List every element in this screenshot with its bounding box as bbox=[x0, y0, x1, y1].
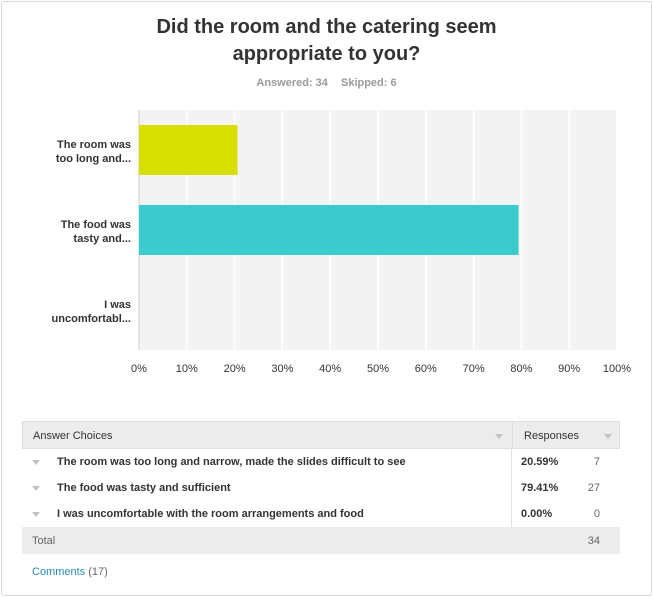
row-percent: 20.59% bbox=[521, 456, 559, 468]
total-label: Total bbox=[32, 535, 56, 547]
x-tick-label: 10% bbox=[176, 363, 198, 375]
x-tick-label: 50% bbox=[367, 363, 389, 375]
y-category-label-line: uncomfortabl... bbox=[52, 313, 131, 325]
table-row: The room was too long and narrow, made t… bbox=[22, 449, 620, 476]
x-tick-label: 40% bbox=[319, 363, 341, 375]
row-divider bbox=[511, 475, 512, 501]
x-tick-label: 60% bbox=[415, 363, 437, 375]
bar-chart: 0% 10% 20% 30% 40% 50% 60% 70% 80% 90% 100% The roo… bbox=[52, 110, 631, 375]
y-category-label-line: The room was bbox=[57, 139, 131, 151]
x-tick-label: 100% bbox=[603, 363, 631, 375]
answered-count: Answered: 34 bbox=[256, 77, 328, 89]
row-count: 7 bbox=[593, 456, 600, 468]
table-total-row: Total 34 bbox=[22, 527, 620, 554]
question-title-line1: Did the room and the catering seem bbox=[156, 16, 497, 38]
y-category-label-line: too long and... bbox=[56, 153, 131, 165]
comments-count: (17) bbox=[88, 566, 108, 578]
row-percent: 79.41% bbox=[521, 482, 559, 494]
x-tick-label: 90% bbox=[558, 363, 580, 375]
question-title: Did the room and the catering seem appro… bbox=[0, 14, 653, 68]
table-row: The food was tasty and sufficient 79.41%… bbox=[22, 475, 620, 502]
answer-choices-header[interactable]: Answer Choices bbox=[33, 430, 113, 442]
table-row: I was uncomfortable with the room arrang… bbox=[22, 501, 620, 528]
responses-header[interactable]: Responses bbox=[524, 430, 580, 442]
row-expand-caret-icon[interactable] bbox=[32, 460, 40, 465]
skipped-count: Skipped: 6 bbox=[340, 77, 397, 89]
y-category-label-line: tasty and... bbox=[74, 233, 131, 245]
response-stats: Answered: 34 Skipped: 6 bbox=[0, 77, 653, 89]
y-category-label: The food was tasty and... bbox=[61, 219, 131, 245]
x-tick-label: 70% bbox=[463, 363, 485, 375]
sort-caret-icon[interactable] bbox=[495, 434, 503, 439]
x-tick-label: 30% bbox=[271, 363, 293, 375]
row-count: 27 bbox=[587, 482, 600, 494]
comments-section: Comments (17) bbox=[32, 566, 108, 578]
question-title-line2: appropriate to you? bbox=[232, 43, 421, 65]
total-count: 34 bbox=[587, 535, 600, 547]
y-category-label-line: The food was bbox=[61, 219, 131, 231]
y-category-label: The room was too long and... bbox=[56, 139, 131, 165]
row-expand-caret-icon[interactable] bbox=[32, 486, 40, 491]
bar bbox=[139, 205, 519, 255]
x-tick-label: 80% bbox=[510, 363, 532, 375]
row-label: The food was tasty and sufficient bbox=[57, 482, 231, 494]
row-divider bbox=[511, 501, 512, 527]
y-category-label: I was uncomfortabl... bbox=[52, 299, 131, 325]
row-divider bbox=[511, 449, 512, 475]
row-percent: 0.00% bbox=[521, 508, 553, 520]
table-header: Answer Choices Responses bbox=[22, 421, 620, 449]
row-label: I was uncomfortable with the room arrang… bbox=[57, 508, 364, 520]
comments-link[interactable]: Comments bbox=[32, 566, 86, 578]
x-tick-label: 20% bbox=[224, 363, 246, 375]
y-category-label-line: I was bbox=[104, 299, 131, 311]
header-divider bbox=[512, 422, 513, 449]
row-count: 0 bbox=[593, 508, 600, 520]
x-tick-label: 0% bbox=[131, 363, 147, 375]
sort-caret-icon[interactable] bbox=[604, 434, 612, 439]
row-label: The room was too long and narrow, made t… bbox=[57, 456, 406, 468]
bar bbox=[139, 125, 238, 175]
row-expand-caret-icon[interactable] bbox=[32, 512, 40, 517]
